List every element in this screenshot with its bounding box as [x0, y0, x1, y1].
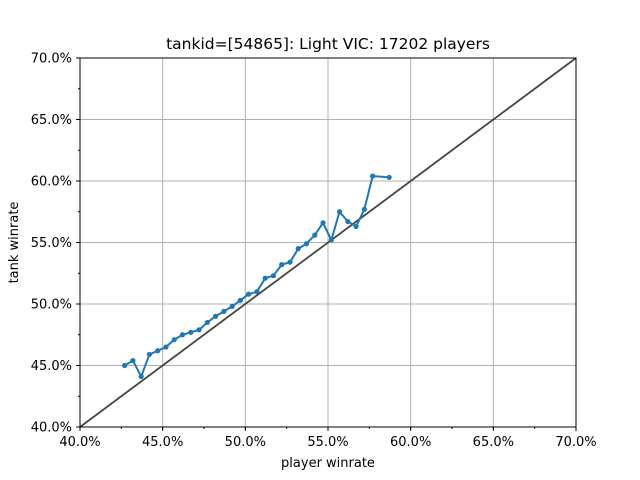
data-point: [361, 206, 367, 212]
data-point: [370, 173, 376, 179]
data-point: [336, 209, 343, 215]
data-point: [295, 246, 301, 252]
data-point: [155, 348, 161, 354]
y-tick-label: 65.0%: [31, 113, 72, 128]
data-point: [122, 362, 128, 369]
y-tick-label: 50.0%: [31, 298, 72, 313]
data-point: [179, 332, 186, 338]
y-tick-label: 70.0%: [31, 52, 72, 67]
data-point: [303, 241, 310, 247]
y-axis-ticks: 40.0% 45.0% 50.0% 55.0% 60.0% 65.0% 70.0%: [31, 52, 80, 436]
data-point: [237, 297, 243, 303]
data-point: [353, 223, 359, 230]
data-point: [212, 313, 219, 319]
data-point: [320, 220, 326, 226]
data-point: [146, 351, 153, 358]
y-tick-label: 40.0%: [31, 421, 72, 436]
data-point: [229, 303, 235, 310]
data-point: [171, 337, 177, 343]
data-point: [328, 237, 334, 243]
x-tick-label: 65.0%: [473, 435, 514, 450]
data-point: [138, 373, 144, 380]
x-tick-label: 55.0%: [307, 435, 348, 450]
data-point: [312, 232, 318, 238]
x-tick-label: 40.0%: [59, 435, 100, 450]
x-tick-label: 45.0%: [142, 435, 183, 450]
x-axis-ticks: 40.0% 45.0% 50.0% 55.0% 60.0% 65.0% 70.0%: [59, 427, 597, 450]
reference-diagonal: [79, 57, 577, 428]
data-point: [386, 174, 392, 180]
data-point: [196, 327, 202, 333]
x-tick-label: 60.0%: [390, 435, 431, 450]
y-tick-label: 45.0%: [31, 359, 72, 374]
data-point: [345, 218, 351, 225]
data-point: [163, 344, 169, 350]
data-point: [287, 259, 293, 265]
y-tick-label: 60.0%: [31, 175, 72, 190]
x-tick-label: 70.0%: [555, 435, 596, 450]
data-point: [279, 262, 285, 268]
chart-title: tankid=[54865]: Light VIC: 17202 players: [166, 35, 490, 53]
data-point: [262, 275, 268, 281]
x-tick-label: 50.0%: [225, 435, 266, 450]
data-point: [221, 308, 227, 314]
data-point: [188, 329, 194, 335]
y-tick-label: 55.0%: [31, 236, 72, 251]
data-point: [246, 291, 252, 297]
data-point: [254, 289, 260, 295]
data-point: [204, 319, 210, 326]
x-axis-label: player winrate: [281, 456, 375, 471]
y-axis-label: tank winrate: [7, 202, 22, 284]
diagonal-reference-line: [79, 57, 577, 428]
data-point: [130, 357, 136, 364]
series-layer: [122, 173, 392, 380]
data-point: [270, 273, 277, 279]
